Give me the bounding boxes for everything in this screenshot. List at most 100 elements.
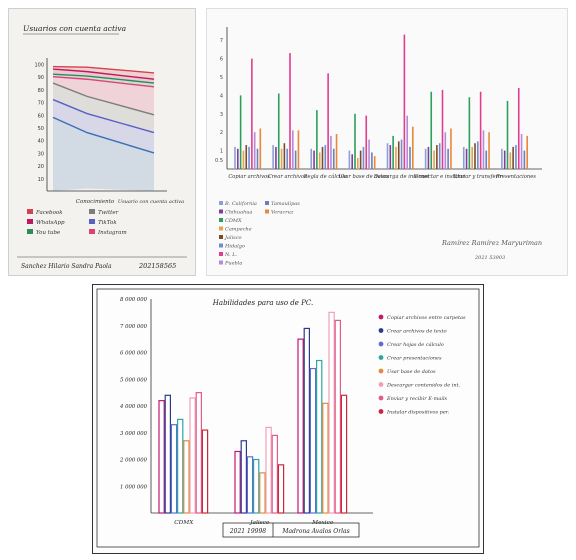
chart3-bar [340,394,348,514]
chart2-category-label: Enviar y transferir [452,174,502,180]
chart1-series-line [52,76,155,88]
chart2-ytick-label: 0.5 [215,158,223,164]
chart2-legend-swatch [219,201,223,205]
chart3-bar [316,359,323,514]
chart1-ytick-label: 100 [34,63,44,69]
chart3-bar [303,327,310,514]
chart3-bar [246,456,254,514]
chart1-ytick-label: 60 [38,113,44,119]
chart2-legend-label: Tamaulipas [271,201,300,207]
chart2-category-label: Copiar archivos [228,174,270,180]
chart3-ytick-label: 3 000 000 [120,431,148,437]
chart2-legend-swatch [219,235,223,239]
chart3-bar [265,426,272,514]
chart1-ytick-label: 20 [38,164,44,170]
chart1-ytick-label: 50 [38,126,44,132]
chart1-ytick-label: 70 [38,101,44,107]
chart3-bar [201,429,209,514]
chart3-legend-label: Usar base de datos [387,369,436,375]
chart1-panel: Usuarios con cuenta activa 100 90 80 70 60 50 4… [8,8,196,276]
chart1-legend-label: Twitter [98,210,119,216]
chart2-legend-swatch [219,218,223,222]
chart1-legend-swatch [27,229,33,234]
chart1-legend-swatch [27,209,33,214]
chart3-legend-swatch [378,368,384,374]
chart2-ytick-label: 5 [220,75,223,81]
chart1-legend-label: WhatsApp [36,220,65,226]
chart1-category-label: Conocimiento [76,199,115,205]
chart1-series-line [52,65,155,74]
chart2-category-label: Regla de cálculo [303,173,347,180]
chart2-footer-author: Ramírez Ramírez Maryuriman [441,239,542,247]
chart3-legend-label: Crear archivos de texto [387,329,447,335]
chart3-bar [309,367,317,514]
chart1-series-line [52,82,155,116]
chart1-legend-swatch [89,229,95,234]
chart3-bar [253,458,260,514]
chart2-legend-label: CDMX [225,218,242,224]
chart1-legend-label: Facebook [35,210,63,216]
chart1-category-label: Usuario con cuenta activa [118,199,184,205]
chart3-legend-label: Descargar contenidos de int. [386,383,461,389]
chart3-legend-swatch [378,314,384,320]
chart3-frame [96,288,480,548]
chart1-series-line [52,68,155,80]
chart2-legend-label: Jalisco [224,235,242,241]
chart1-area-band [53,117,154,191]
chart1-legend-swatch [89,219,95,224]
chart2-category-label: Descarga de internet [373,174,431,180]
chart1-svg: Usuarios con cuenta activa 100 90 80 70 60 50 4… [17,24,187,270]
chart2-legend-swatch [265,201,269,205]
chart3-bar [158,400,165,514]
chart3-legend-swatch [378,409,384,414]
chart2-ytick-label: 7 [220,38,223,44]
chart3-ytick-label: 2 000 000 [119,458,148,464]
chart3-svg: Habilidades para uso de PC. 8 000 000 7 00… [96,288,480,548]
chart2-legend-label: Veracruz [271,210,294,216]
chart1-ytick-label: 10 [38,177,44,183]
chart3-bar [183,440,190,514]
chart1-footer-author: Sanchez Hilario Sandra Paola [21,263,112,270]
chart1-legend-label: You tube [36,230,61,236]
chart2-legend-swatch [265,209,269,214]
chart3-legend-swatch [378,355,384,360]
chart3-bar [277,464,285,514]
chart3-legend-label: Crear hojas de cálculo [387,341,444,348]
chart3-bar [189,397,196,514]
chart3-legend-swatch [378,328,384,333]
chart2-legend-swatch [219,252,223,256]
chart3-footer-box [222,522,360,538]
chart2-legend-label: Hidalgo [224,244,245,250]
chart2-category-label: Presentaciones [495,174,536,180]
chart3-legend-label: Enviar y recibir E-mails [386,396,448,402]
chart2-legend-swatch [219,209,223,214]
chart3-legend-swatch [378,341,384,347]
chart2-panel: 7 6 5 4 3 2 1 0.5 Copiar archivos Crear archivos R… [206,8,568,276]
chart2-legend-swatch [219,260,223,265]
chart1-legend-swatch [27,219,33,224]
chart3-ytick-label: 7 000 000 [120,324,148,330]
chart3-bar [328,311,335,514]
chart3-bar [322,402,329,514]
chart3-ytick-label: 4 000 000 [119,404,148,410]
chart3-bar [259,472,266,514]
chart3-bar [271,434,278,514]
chart2-legend-label: Chihuahua [225,210,253,216]
chart1-ytick-label: 40 [38,139,44,145]
chart1-area-band [53,99,154,153]
chart1-series-line [52,73,155,84]
chart1-legend-label: TikTok [98,220,117,226]
chart1-series-line [52,98,155,134]
chart1-area-band [53,76,154,115]
chart1-ytick-label: 80 [38,88,44,94]
chart3-panel: Habilidades para uso de PC. 8 000 000 7 00… [92,284,484,554]
chart3-legend-swatch [378,395,384,401]
chart2-category-label: Crear archivos [268,174,307,180]
chart1-area-band [53,69,154,84]
chart3-bar [164,394,171,514]
chart3-bar [195,392,202,514]
chart3-bar [170,424,178,514]
chart3-bar [334,319,341,514]
chart1-footer-id: 202158565 [138,262,176,270]
